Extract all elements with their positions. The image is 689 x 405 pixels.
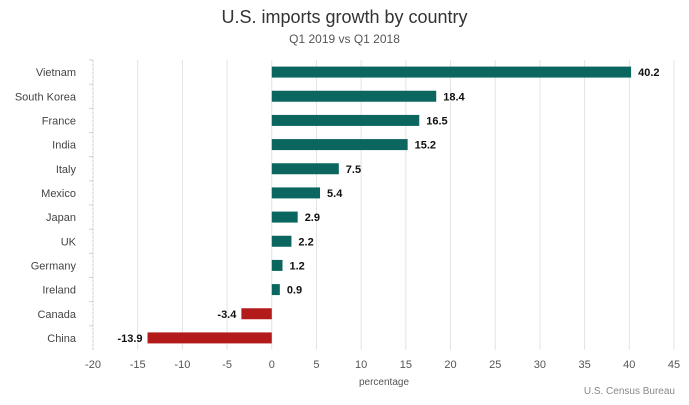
category-label: Canada bbox=[37, 309, 76, 321]
category-label: Mexico bbox=[41, 188, 76, 200]
data-label: 0.9 bbox=[287, 285, 302, 297]
category-label: Ireland bbox=[42, 285, 76, 297]
data-label: 40.2 bbox=[638, 67, 659, 79]
bar bbox=[271, 66, 632, 78]
x-tick-label: 45 bbox=[668, 359, 680, 371]
data-label: 15.2 bbox=[415, 140, 436, 152]
labels: -20 -15 -10 -5 0 5 10 15 20 25 30 35 40 45 Vietnam 40.2… bbox=[15, 67, 680, 371]
x-tick-label: 40 bbox=[623, 359, 635, 371]
category-label: India bbox=[52, 140, 77, 152]
category-label: France bbox=[42, 115, 76, 127]
category-label: Italy bbox=[56, 164, 77, 176]
bar bbox=[271, 187, 321, 199]
bars bbox=[147, 66, 632, 344]
data-label: -13.9 bbox=[117, 333, 142, 345]
chart-subtitle: Q1 2019 vs Q1 2018 bbox=[289, 32, 400, 46]
bar bbox=[271, 235, 292, 247]
data-label: 7.5 bbox=[346, 164, 361, 176]
x-tick-label: 30 bbox=[534, 359, 546, 371]
bar bbox=[271, 284, 280, 296]
source-note: U.S. Census Bureau bbox=[583, 386, 675, 397]
x-tick-label: 10 bbox=[355, 359, 367, 371]
x-tick-label: -15 bbox=[130, 359, 146, 371]
bar bbox=[271, 163, 339, 175]
bar bbox=[271, 211, 298, 223]
x-tick-label: 0 bbox=[269, 359, 275, 371]
data-label: 16.5 bbox=[426, 115, 447, 127]
x-axis-label: percentage bbox=[359, 377, 409, 388]
x-tick-label: 15 bbox=[400, 359, 412, 371]
x-tick-label: 20 bbox=[444, 359, 456, 371]
bar bbox=[271, 114, 420, 126]
bar bbox=[271, 90, 437, 102]
data-label: 2.9 bbox=[305, 212, 320, 224]
data-label: 5.4 bbox=[327, 188, 343, 200]
category-label: South Korea bbox=[15, 91, 77, 103]
bar bbox=[271, 139, 408, 151]
category-label: China bbox=[47, 333, 77, 345]
data-label: 2.2 bbox=[298, 236, 313, 248]
x-tick-label: -5 bbox=[222, 359, 232, 371]
data-label: 18.4 bbox=[443, 91, 465, 103]
gridlines bbox=[89, 59, 675, 350]
x-tick-label: 35 bbox=[578, 359, 590, 371]
bar bbox=[271, 259, 283, 271]
category-label: Japan bbox=[46, 212, 76, 224]
category-label: Germany bbox=[31, 260, 77, 272]
data-label: -3.4 bbox=[217, 309, 237, 321]
data-label: 1.2 bbox=[289, 260, 304, 272]
x-tick-label: 5 bbox=[313, 359, 319, 371]
bar bbox=[241, 308, 272, 320]
x-tick-label: -20 bbox=[85, 359, 101, 371]
category-label: UK bbox=[61, 236, 77, 248]
bar bbox=[147, 332, 272, 344]
category-label: Vietnam bbox=[36, 67, 76, 79]
x-tick-label: 25 bbox=[489, 359, 501, 371]
x-tick-label: -10 bbox=[174, 359, 190, 371]
chart-title: U.S. imports growth by country bbox=[221, 7, 468, 27]
